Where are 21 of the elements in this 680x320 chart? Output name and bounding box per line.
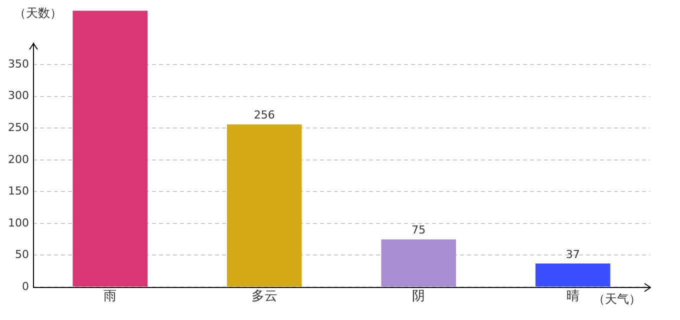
y-tick-label: 300 <box>8 89 29 102</box>
y-tick-label: 250 <box>8 121 29 134</box>
y-tick-label: 0 <box>22 280 29 293</box>
y-tick-label: 100 <box>8 216 29 230</box>
y-axis-title: （天数） <box>14 6 62 20</box>
y-tick-label: 200 <box>8 152 29 166</box>
y-tick-label: 50 <box>15 248 29 262</box>
data-label: 37 <box>566 248 580 261</box>
x-tick-label: 晴 <box>566 289 580 304</box>
y-tick-label: 150 <box>8 184 29 198</box>
bar <box>535 263 610 286</box>
bar <box>72 10 148 286</box>
x-tick-label: 雨 <box>104 289 117 304</box>
bar <box>226 124 302 286</box>
x-tick-label: 阴 <box>412 289 426 304</box>
data-label: 75 <box>412 224 426 237</box>
x-axis-title: （天气） <box>593 292 641 306</box>
bar <box>381 239 456 286</box>
data-label: 256 <box>254 108 275 122</box>
y-tick-label: 350 <box>8 57 29 70</box>
x-tick-label: 多云 <box>251 289 278 304</box>
